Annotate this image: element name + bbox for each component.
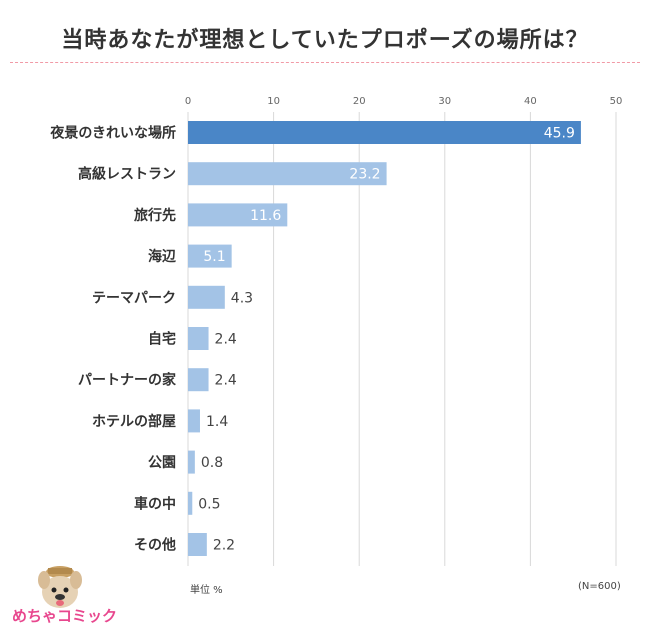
bar [188, 327, 209, 350]
category-label: 高級レストラン [78, 166, 176, 183]
data-label: 4.3 [231, 290, 253, 306]
title-divider [10, 62, 640, 63]
bar [188, 244, 232, 268]
data-label: 0.8 [201, 455, 223, 471]
category-label: 自宅 [148, 331, 176, 348]
bar [188, 285, 225, 309]
bar [188, 409, 200, 433]
data-label: 2.2 [213, 538, 235, 554]
category-label: 旅行先 [134, 207, 176, 224]
data-label: 5.1 [203, 249, 225, 265]
x-tick-label: 0 [185, 96, 191, 107]
category-label: 海辺 [148, 248, 176, 265]
data-label: 45.9 [544, 126, 575, 142]
sample-size-note: (N=600) [578, 581, 621, 592]
unit-note: 単位 % [190, 585, 223, 596]
category-label: パートナーの家 [78, 372, 177, 389]
bar [188, 162, 387, 186]
x-tick-label: 40 [524, 96, 537, 107]
data-label: 0.5 [198, 496, 220, 512]
bar [188, 533, 207, 556]
category-label: 夜景のきれいな場所 [49, 125, 176, 142]
bar [188, 491, 193, 515]
data-label: 2.4 [215, 373, 237, 389]
data-label: 2.4 [215, 332, 237, 348]
data-label: 23.2 [349, 167, 380, 183]
category-label: ホテルの部屋 [92, 413, 176, 430]
category-label: テーマパーク [92, 290, 176, 306]
bar [188, 203, 288, 227]
brand-logo-text: めちゃコミック [12, 607, 118, 625]
chart-title: 当時あなたが理想としていたプロポーズの場所は？ [61, 28, 589, 53]
data-label: 11.6 [250, 208, 281, 224]
category-label: 公園 [148, 455, 176, 471]
data-label: 1.4 [206, 414, 228, 430]
x-tick-label: 50 [610, 96, 623, 107]
x-tick-label: 30 [438, 96, 451, 107]
brand-logo: めちゃコミック [10, 564, 122, 628]
dog-mascot-icon [38, 566, 82, 608]
bar [188, 450, 195, 474]
category-label: 車の中 [134, 495, 176, 512]
bar [188, 121, 581, 144]
x-tick-label: 20 [353, 96, 366, 107]
category-label: その他 [134, 537, 176, 554]
bar [188, 368, 209, 392]
x-tick-label: 10 [267, 96, 280, 107]
